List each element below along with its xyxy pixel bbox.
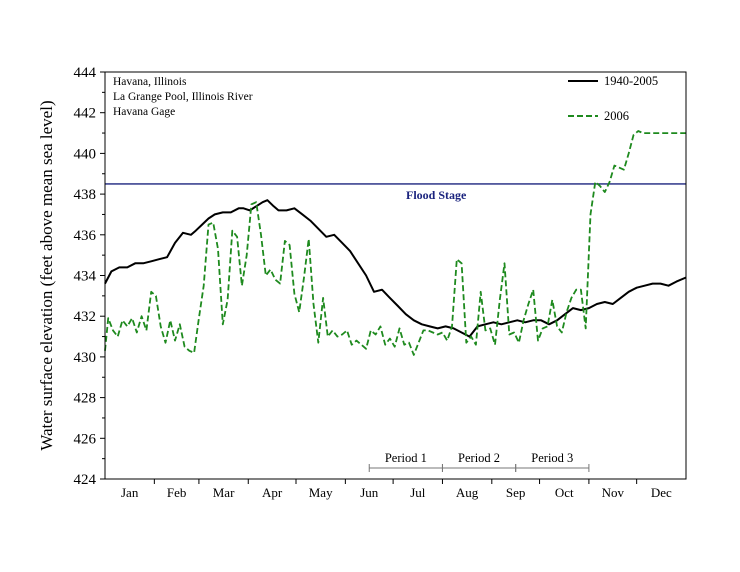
- location-annotation: Havana, Illinois La Grange Pool, Illinois…: [113, 76, 253, 118]
- y-tick-label: 432: [74, 309, 97, 325]
- y-tick-label: 430: [74, 350, 97, 366]
- period-brackets: Period 1 Period 2 Period 3: [368, 451, 590, 472]
- y-tick-label: 426: [74, 431, 97, 447]
- period-label: Period 1: [385, 451, 427, 465]
- y-tick-label: 436: [74, 228, 97, 244]
- month-label: Apr: [262, 485, 283, 500]
- y-tick-label: 428: [74, 391, 97, 407]
- month-label: Aug: [456, 485, 479, 500]
- month-label: Sep: [506, 485, 526, 500]
- flood-stage-label: Flood Stage: [406, 188, 467, 202]
- y-axis-label: Water surface elevation (feet above mean…: [37, 100, 56, 450]
- y-tick-label: 442: [74, 106, 97, 122]
- plot-frame: [104, 71, 687, 480]
- month-label: Jun: [360, 485, 379, 500]
- annotation-line: Havana, Illinois: [113, 76, 187, 88]
- series-line-1: [104, 130, 686, 356]
- y-tick-label: 434: [74, 269, 97, 285]
- legend-label: 1940-2005: [604, 74, 658, 88]
- month-label: Feb: [167, 485, 187, 500]
- period-label: Period 2: [458, 451, 500, 465]
- annotation-line: La Grange Pool, Illinois River: [113, 91, 253, 103]
- y-tick-label: 438: [74, 187, 97, 203]
- y-tick-label: 440: [74, 146, 97, 162]
- month-label: Nov: [602, 485, 625, 500]
- month-label: Jul: [410, 485, 426, 500]
- month-label: Mar: [213, 485, 235, 500]
- series-layer: [104, 130, 687, 356]
- month-label: Dec: [651, 485, 672, 500]
- annotation-line: Havana Gage: [113, 106, 175, 118]
- month-label: Oct: [555, 485, 574, 500]
- month-label: Jan: [121, 485, 139, 500]
- ticks-layer: 424 426 428 430 432 434 436 438 440 442 444 Jan Feb M…: [74, 65, 673, 500]
- series-line-0: [104, 199, 687, 338]
- y-tick-label: 444: [74, 65, 97, 81]
- legend: 1940-2005 2006: [568, 74, 658, 123]
- month-label: May: [309, 485, 333, 500]
- y-tick-label: 424: [74, 472, 97, 488]
- period-label: Period 3: [531, 451, 573, 465]
- legend-label: 2006: [604, 109, 629, 123]
